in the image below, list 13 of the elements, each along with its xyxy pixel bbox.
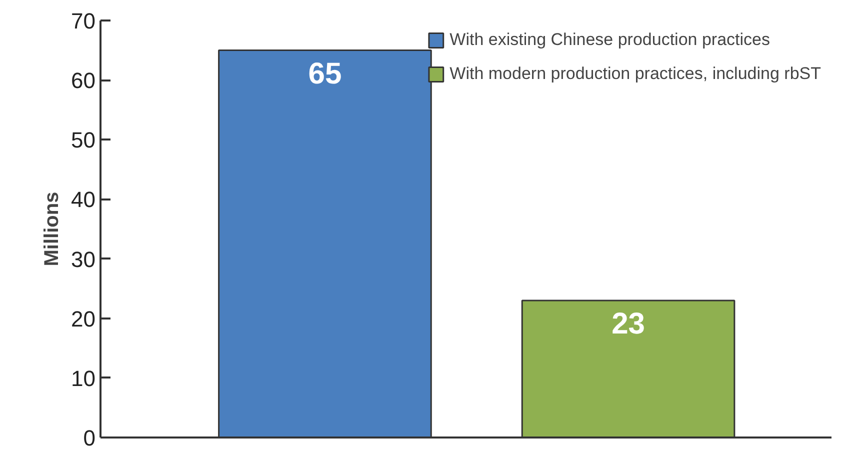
y-tick-label: 70 [71, 8, 96, 34]
y-tick-label: 10 [71, 366, 96, 391]
legend-label: With existing Chinese production practices [450, 30, 770, 50]
data-label: 23 [612, 307, 645, 340]
legend-label: With modern production practices, including rbST [450, 64, 821, 84]
y-tick-label: 30 [71, 246, 96, 272]
data-label: 65 [308, 57, 342, 90]
y-axis-title: Millions [41, 192, 64, 266]
y-tick-label: 20 [71, 306, 96, 332]
y-tick-label: 50 [71, 128, 96, 153]
y-tick-label: 0 [83, 426, 96, 449]
y-tick-label: 40 [71, 187, 96, 212]
y-tick-label: 60 [71, 68, 96, 94]
